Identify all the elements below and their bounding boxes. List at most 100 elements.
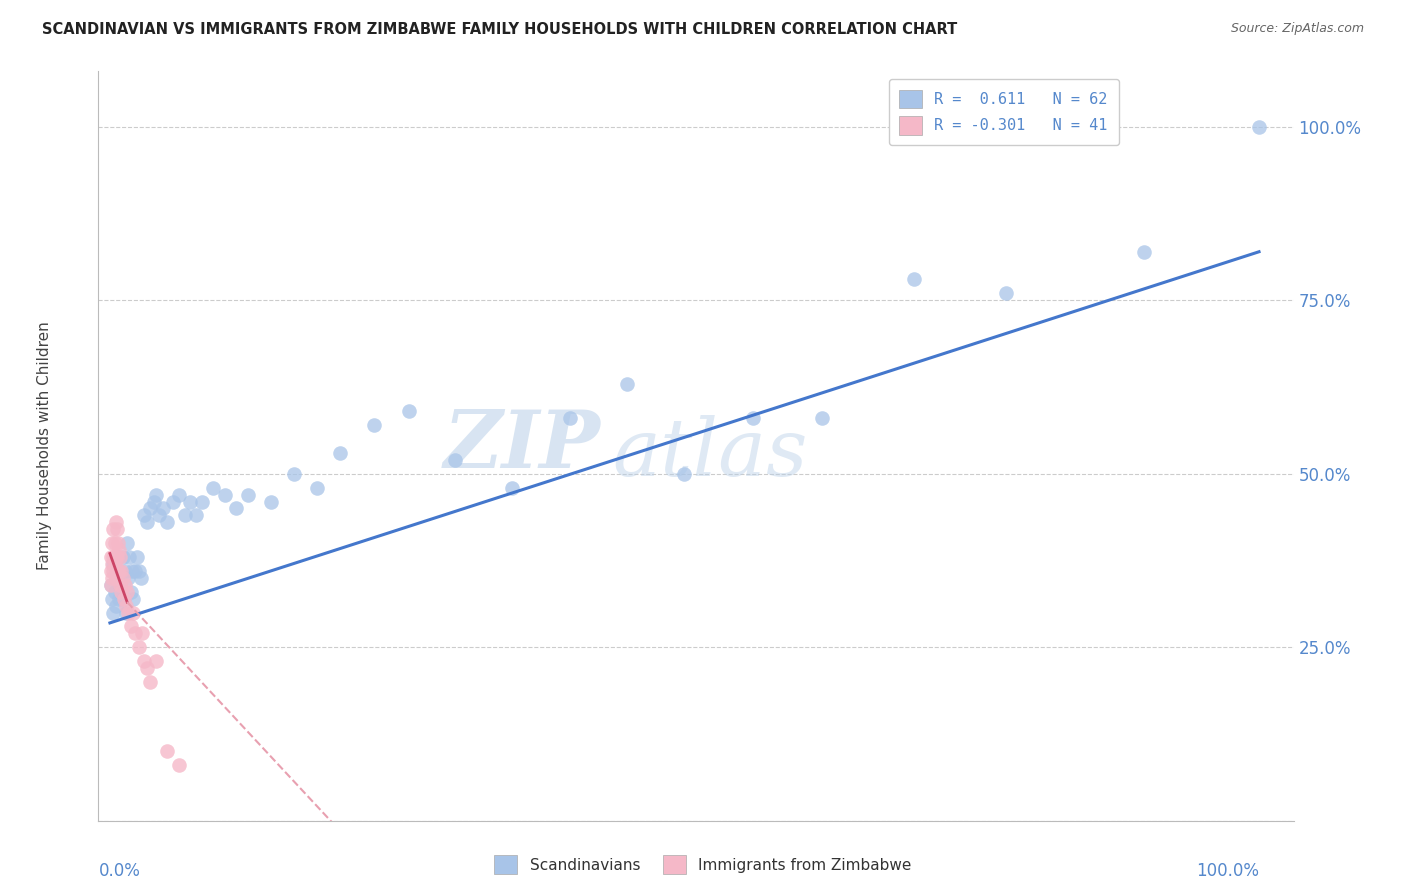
Point (995, 286, 1018, 301)
Text: Family Households with Children: Family Households with Children (37, 322, 52, 570)
Point (107, 549, 129, 564)
Point (616, 376, 638, 391)
Point (202, 481, 225, 495)
Point (111, 549, 134, 564)
Text: atlas: atlas (613, 415, 807, 492)
Point (139, 501, 162, 516)
Point (173, 508, 195, 523)
Point (283, 467, 305, 481)
Point (104, 599, 127, 613)
Point (134, 508, 156, 523)
Point (114, 578, 136, 592)
Point (120, 619, 142, 633)
Point (184, 508, 207, 523)
Text: ZIP: ZIP (443, 408, 600, 484)
Point (135, 516, 157, 530)
Point (903, 272, 925, 286)
Point (104, 571, 127, 585)
Point (167, 487, 190, 501)
Point (112, 591, 135, 606)
Point (114, 564, 136, 578)
Point (105, 549, 128, 564)
Point (139, 674, 162, 689)
Point (101, 591, 124, 606)
Point (214, 487, 236, 501)
Point (101, 557, 124, 571)
Point (145, 654, 167, 668)
Point (108, 564, 131, 578)
Point (100, 578, 122, 592)
Point (742, 411, 765, 425)
Point (115, 599, 138, 613)
Point (558, 411, 581, 425)
Point (100, 564, 122, 578)
Point (118, 549, 141, 564)
Point (103, 557, 125, 571)
Point (121, 564, 143, 578)
Point (105, 571, 128, 585)
Point (101, 536, 124, 550)
Point (108, 591, 131, 606)
Point (115, 536, 138, 550)
Point (103, 536, 125, 550)
Point (145, 487, 167, 501)
Point (110, 584, 132, 599)
Point (156, 516, 179, 530)
Point (105, 522, 128, 536)
Point (236, 487, 259, 501)
Point (112, 591, 135, 606)
Point (117, 571, 139, 585)
Point (179, 494, 201, 508)
Point (103, 522, 125, 536)
Point (108, 564, 131, 578)
Point (103, 549, 125, 564)
Point (115, 584, 138, 599)
Text: 100.0%: 100.0% (1197, 862, 1258, 880)
Point (124, 626, 146, 640)
Point (128, 640, 150, 655)
Point (110, 578, 132, 592)
Point (162, 494, 184, 508)
Point (122, 591, 145, 606)
Point (100, 578, 122, 592)
Point (103, 584, 125, 599)
Point (110, 584, 132, 599)
Point (811, 411, 834, 425)
Point (167, 758, 190, 772)
Point (1133, 244, 1156, 259)
Point (115, 606, 138, 620)
Point (100, 549, 122, 564)
Point (129, 571, 152, 585)
Point (329, 446, 352, 460)
Point (134, 654, 156, 668)
Point (142, 494, 165, 508)
Point (103, 606, 125, 620)
Point (305, 481, 328, 495)
Point (110, 549, 132, 564)
Point (111, 571, 134, 585)
Point (110, 564, 132, 578)
Point (1247, 120, 1270, 134)
Point (101, 571, 124, 585)
Point (131, 626, 153, 640)
Point (103, 564, 125, 578)
Point (191, 494, 214, 508)
Point (117, 606, 139, 620)
Point (128, 564, 150, 578)
Point (398, 404, 420, 418)
Point (135, 661, 157, 675)
Text: SCANDINAVIAN VS IMMIGRANTS FROM ZIMBABWE FAMILY HOUSEHOLDS WITH CHILDREN CORRELA: SCANDINAVIAN VS IMMIGRANTS FROM ZIMBABWE… (42, 22, 957, 37)
Text: Source: ZipAtlas.com: Source: ZipAtlas.com (1230, 22, 1364, 36)
Point (122, 606, 145, 620)
Point (225, 501, 247, 516)
Text: 0.0%: 0.0% (98, 862, 141, 880)
Legend: R =  0.611   N = 62, R = -0.301   N = 41: R = 0.611 N = 62, R = -0.301 N = 41 (889, 79, 1119, 145)
Point (104, 516, 127, 530)
Point (104, 564, 127, 578)
Point (107, 536, 129, 550)
Point (110, 578, 132, 592)
Point (363, 418, 385, 433)
Point (107, 564, 129, 578)
Point (108, 543, 131, 558)
Point (501, 481, 523, 495)
